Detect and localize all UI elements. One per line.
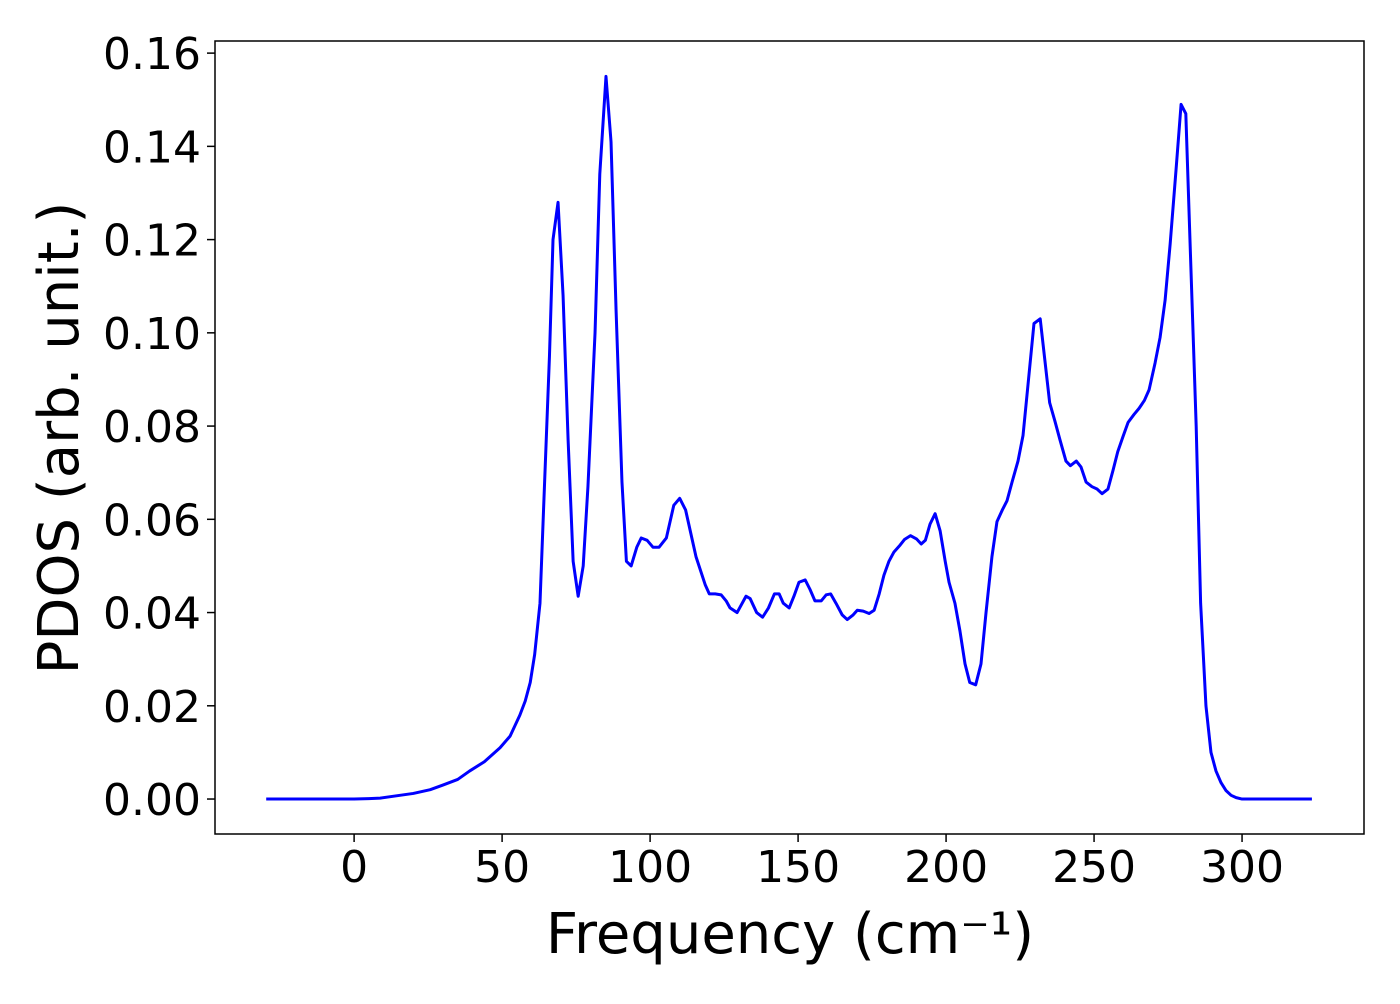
plot-frame — [214, 40, 1365, 835]
data-line — [266, 74, 1312, 801]
y-tick-label: 0.08 — [103, 402, 201, 453]
y-axis-label: PDOS (arb. unit.) — [27, 202, 92, 675]
y-tick-label: 0.14 — [103, 122, 201, 173]
x-axis-label: Frequency (cm⁻¹) — [546, 902, 1034, 967]
x-tick-label: 150 — [756, 842, 840, 893]
y-tick-label: 0.04 — [103, 589, 201, 640]
x-tick-label: 0 — [340, 842, 368, 893]
x-tick-label: 250 — [1052, 842, 1136, 893]
y-tick-label: 0.16 — [103, 29, 201, 80]
x-tick-label: 300 — [1200, 842, 1284, 893]
x-tick-label: 100 — [608, 842, 692, 893]
y-tick-label: 0.10 — [103, 309, 201, 360]
x-tick-label: 200 — [904, 842, 988, 893]
y-tick-label: 0.12 — [103, 216, 201, 267]
y-tick-label: 0.00 — [103, 775, 201, 826]
y-tick-label: 0.06 — [103, 495, 201, 546]
y-tick-label: 0.02 — [103, 682, 201, 733]
x-tick-label: 50 — [474, 842, 530, 893]
